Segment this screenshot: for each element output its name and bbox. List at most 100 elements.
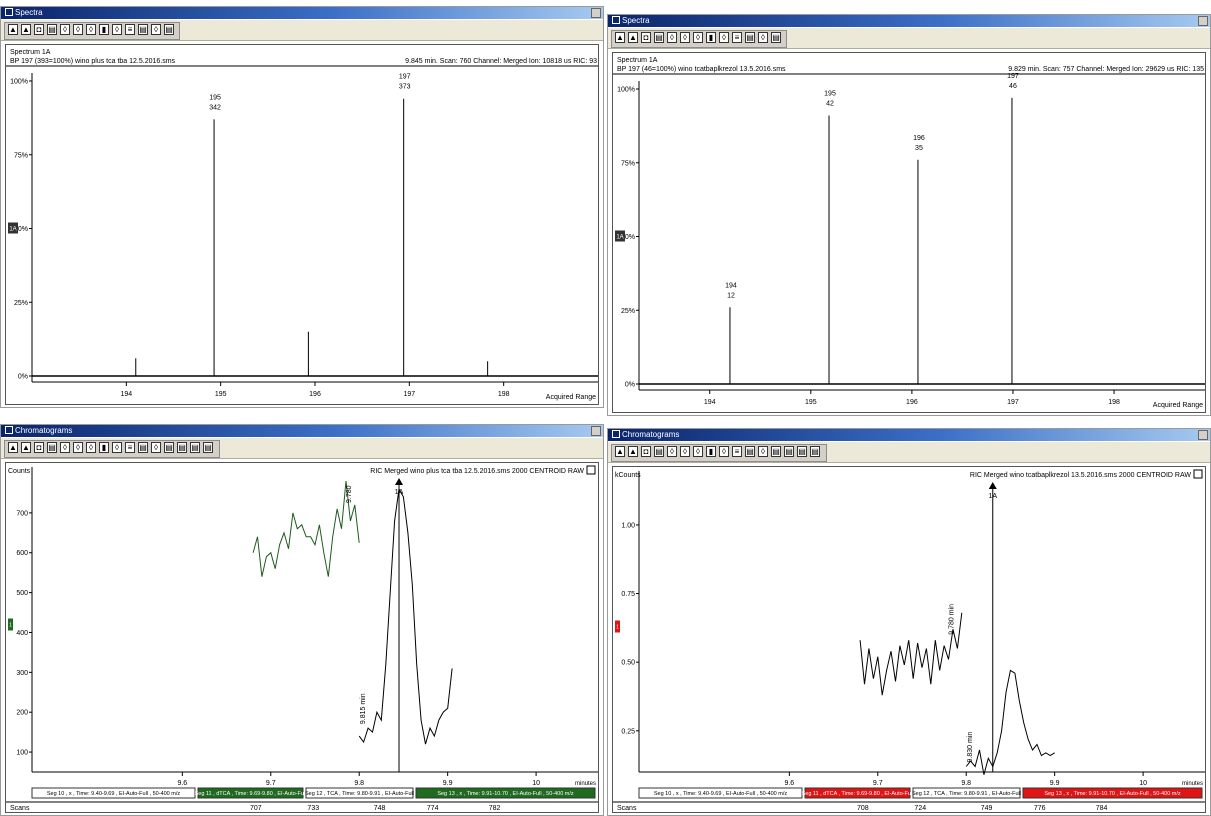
toolbar-button-9[interactable]: ◊ xyxy=(112,442,122,453)
toolbar-button-9[interactable]: ◊ xyxy=(719,32,729,43)
segment-box[interactable] xyxy=(305,787,414,799)
toolbar-button-13[interactable]: ▤ xyxy=(771,446,781,457)
maximize-button[interactable] xyxy=(1198,430,1208,440)
segment-box[interactable] xyxy=(31,787,196,799)
window-titlebar[interactable]: Chromatograms xyxy=(608,429,1210,441)
window-menu-icon[interactable] xyxy=(612,430,620,438)
window-menu-icon[interactable] xyxy=(612,16,620,24)
maximize-button[interactable] xyxy=(1198,16,1208,26)
toolbar-button-3[interactable]: ◘ xyxy=(34,442,44,453)
toolbar-button-9[interactable]: ◊ xyxy=(719,446,729,457)
toolbar-button-6[interactable]: ◊ xyxy=(73,442,83,453)
toolbar-button-11[interactable]: ▤ xyxy=(138,442,148,453)
chromatogram-trace-2 xyxy=(358,487,453,745)
legend-toggle-icon[interactable] xyxy=(586,465,596,475)
toolbar-button-4[interactable]: ▤ xyxy=(47,442,57,453)
toolbar-button-1[interactable]: ▲ xyxy=(615,32,625,43)
spectrum-plot: Spectrum 1A BP 197 (46=100%) wino tcatbap… xyxy=(613,57,1205,409)
segment-box[interactable] xyxy=(1022,787,1203,799)
toolbar-button-12[interactable]: ◊ xyxy=(151,24,161,35)
segment-box[interactable] xyxy=(804,787,911,799)
toolbar-button-11[interactable]: ▤ xyxy=(745,446,755,457)
chromatogram-plot: kCounts RIC Merged wino tcatbaplkrezol 13… xyxy=(613,469,1205,812)
x-tick-label: 9.8 xyxy=(961,780,971,787)
toolbar-button-10[interactable]: ≡ xyxy=(125,24,135,35)
segment-box[interactable] xyxy=(912,787,1021,799)
toolbar-button-7[interactable]: ◊ xyxy=(693,446,703,457)
toolbar-button-10[interactable]: ≡ xyxy=(125,442,135,453)
toolbar-button-4[interactable]: ▤ xyxy=(654,446,664,457)
retention-time-annotation-2: 9.780 min xyxy=(949,604,956,635)
toolbar-button-5[interactable]: ◊ xyxy=(60,442,70,453)
x-tick-label: 195 xyxy=(805,399,817,406)
y-tick-label: 50% xyxy=(621,234,635,241)
toolbar-button-16[interactable]: ▤ xyxy=(203,442,213,453)
toolbar-button-6[interactable]: ◊ xyxy=(73,24,83,35)
peak-marker-icon[interactable] xyxy=(395,478,404,485)
toolbar-button-11[interactable]: ▤ xyxy=(745,32,755,43)
toolbar-button-13[interactable]: ▤ xyxy=(771,32,781,43)
toolbar-button-4[interactable]: ▤ xyxy=(47,24,57,35)
window-titlebar[interactable]: Spectra xyxy=(1,7,603,19)
maximize-button[interactable] xyxy=(591,426,601,436)
toolbar-button-4[interactable]: ▤ xyxy=(654,32,664,43)
toolbar-button-1[interactable]: ▲ xyxy=(8,24,18,35)
toolbar-button-2[interactable]: ▲ xyxy=(21,442,31,453)
toolbar-button-2[interactable]: ▲ xyxy=(628,446,638,457)
scan-number-label: 707 xyxy=(250,805,262,812)
toolbar-button-8[interactable]: ▮ xyxy=(706,446,716,457)
scan-number-label: 776 xyxy=(1034,805,1046,812)
toolbar-button-6[interactable]: ◊ xyxy=(680,32,690,43)
toolbar-button-7[interactable]: ◊ xyxy=(86,24,96,35)
maximize-button[interactable] xyxy=(591,8,601,18)
toolbar-button-14[interactable]: ▤ xyxy=(784,446,794,457)
segment-box[interactable] xyxy=(638,787,803,799)
toolbar-button-12[interactable]: ◊ xyxy=(758,32,768,43)
toolbar-button-9[interactable]: ◊ xyxy=(112,24,122,35)
toolbar-button-7[interactable]: ◊ xyxy=(693,32,703,43)
toolbar-button-13[interactable]: ▤ xyxy=(164,442,174,453)
toolbar-button-7[interactable]: ◊ xyxy=(86,442,96,453)
toolbar-button-3[interactable]: ◘ xyxy=(641,32,651,43)
window-titlebar[interactable]: Spectra xyxy=(608,15,1210,27)
window-menu-icon[interactable] xyxy=(5,426,13,434)
toolbar-button-10[interactable]: ≡ xyxy=(732,446,742,457)
toolbar-button-2[interactable]: ▲ xyxy=(628,32,638,43)
toolbar-button-5[interactable]: ◊ xyxy=(60,24,70,35)
toolbar-button-12[interactable]: ◊ xyxy=(758,446,768,457)
peak-mz-label: 194 xyxy=(725,282,737,289)
segment-box[interactable] xyxy=(197,787,304,799)
y-tick-label: 100 xyxy=(16,750,28,757)
scans-label: Scans xyxy=(10,805,30,812)
toolbar-button-13[interactable]: ▤ xyxy=(164,24,174,35)
toolbar-button-3[interactable]: ◘ xyxy=(641,446,651,457)
toolbar-button-5[interactable]: ◊ xyxy=(667,32,677,43)
toolbar-button-15[interactable]: ▤ xyxy=(190,442,200,453)
toolbar-button-10[interactable]: ≡ xyxy=(732,32,742,43)
toolbar-button-5[interactable]: ◊ xyxy=(667,446,677,457)
peak-marker-icon[interactable] xyxy=(988,482,997,489)
toolbar-button-6[interactable]: ◊ xyxy=(680,446,690,457)
x-tick-label: 9.9 xyxy=(1050,780,1060,787)
toolbar-button-8[interactable]: ▮ xyxy=(99,24,109,35)
toolbar-button-8[interactable]: ▮ xyxy=(99,442,109,453)
toolbar-button-15[interactable]: ▤ xyxy=(797,446,807,457)
segment-box[interactable] xyxy=(415,787,596,799)
spectrum-scan-info: 9.845 min. Scan: 760 Channel: Merged Ion… xyxy=(405,58,597,65)
window-menu-icon[interactable] xyxy=(5,8,13,16)
peak-mz-label: 197 xyxy=(399,74,411,81)
toolbar-button-1[interactable]: ▲ xyxy=(8,442,18,453)
legend-toggle-icon[interactable] xyxy=(1193,469,1203,479)
y-tick-label: 0% xyxy=(18,374,28,381)
toolbar-button-8[interactable]: ▮ xyxy=(706,32,716,43)
x-tick-label: 9.9 xyxy=(443,780,453,787)
toolbar-button-2[interactable]: ▲ xyxy=(21,24,31,35)
window-titlebar[interactable]: Chromatograms xyxy=(1,425,603,437)
toolbar-button-16[interactable]: ▤ xyxy=(810,446,820,457)
toolbar-button-12[interactable]: ◊ xyxy=(151,442,161,453)
toolbar-button-3[interactable]: ◘ xyxy=(34,24,44,35)
window-title: Chromatograms xyxy=(622,430,680,439)
toolbar-button-14[interactable]: ▤ xyxy=(177,442,187,453)
toolbar-button-11[interactable]: ▤ xyxy=(138,24,148,35)
toolbar-button-1[interactable]: ▲ xyxy=(615,446,625,457)
